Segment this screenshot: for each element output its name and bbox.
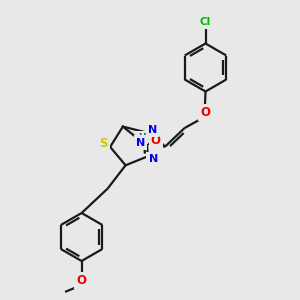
Text: H: H [138,133,146,142]
Text: O: O [200,106,210,119]
Text: N: N [148,154,158,164]
Text: O: O [76,274,87,287]
Text: O: O [151,134,161,147]
Text: Cl: Cl [200,17,211,27]
Text: N: N [148,125,158,135]
Text: N: N [136,137,145,148]
Text: S: S [99,137,108,150]
